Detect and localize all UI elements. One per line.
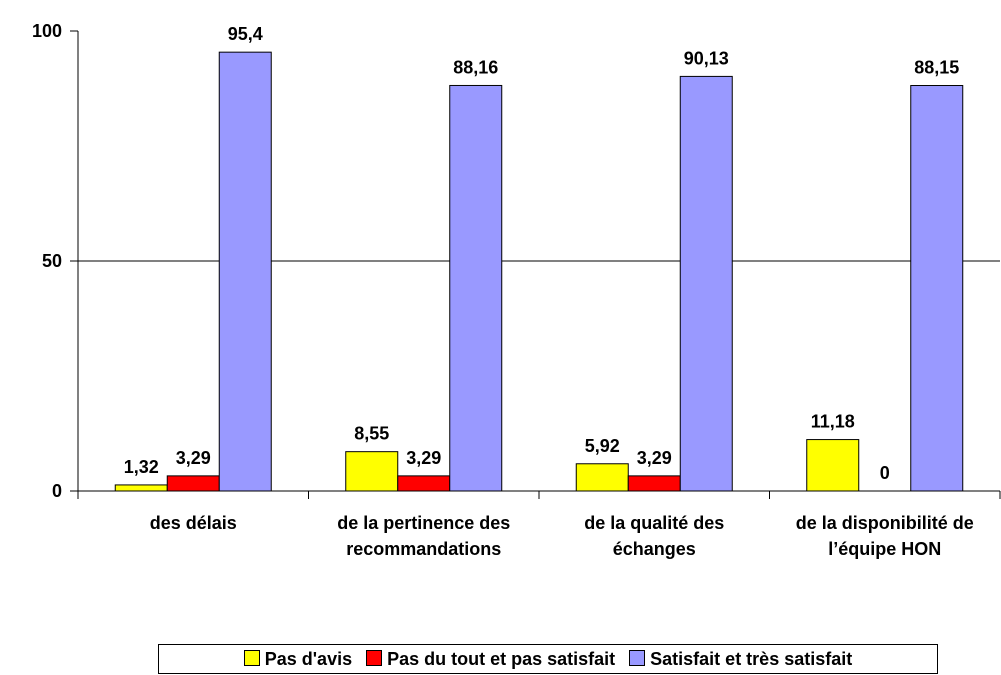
data-label: 3,29 [176, 448, 211, 468]
bar [806, 439, 860, 492]
x-tick-label: des délais [149, 513, 237, 533]
bar [114, 484, 168, 492]
data-label: 0 [880, 463, 890, 483]
legend-item: Pas d'avis [243, 648, 353, 670]
legend-label: Pas d'avis [264, 648, 353, 669]
data-label: 88,16 [453, 57, 498, 77]
legend-label: Pas du tout et pas satisfait [387, 648, 616, 669]
legend: Pas d'avis Pas du tout et pas satisfait Sa… [158, 644, 938, 674]
bar [218, 51, 272, 492]
bar [627, 475, 681, 492]
legend-label: Satisfait et très satisfait [650, 648, 853, 669]
y-tick-label: 100 [32, 21, 62, 41]
legend-swatch [243, 649, 260, 666]
legend-swatch [629, 649, 646, 666]
legend-item: Pas du tout et pas satisfait [366, 649, 615, 670]
x-tick-label: de la disponibilité de l’équipe HON [795, 513, 974, 559]
bar [345, 451, 399, 492]
bar [910, 85, 964, 492]
bar [166, 475, 220, 492]
x-tick-label: de la pertinence des recommandations [337, 513, 511, 559]
bar [397, 475, 451, 492]
y-tick-label: 0 [52, 481, 62, 501]
bar [679, 75, 733, 492]
data-label: 3,29 [406, 448, 441, 468]
data-label: 8,55 [354, 424, 389, 444]
data-label: 11,18 [811, 412, 855, 432]
legend-swatch [366, 649, 383, 666]
data-label: 95,4 [228, 24, 263, 44]
data-label: 1,32 [124, 457, 159, 477]
bar [449, 84, 503, 492]
x-tick-label: de la qualité des échanges [584, 513, 725, 559]
legend-item: Satisfait et très satisfait [629, 649, 852, 670]
data-label: 88,15 [914, 58, 959, 78]
data-label: 90,13 [684, 48, 729, 68]
data-label: 3,29 [637, 448, 672, 468]
y-tick-label: 50 [42, 251, 62, 271]
bar [575, 463, 629, 492]
data-label: 5,92 [585, 436, 620, 456]
